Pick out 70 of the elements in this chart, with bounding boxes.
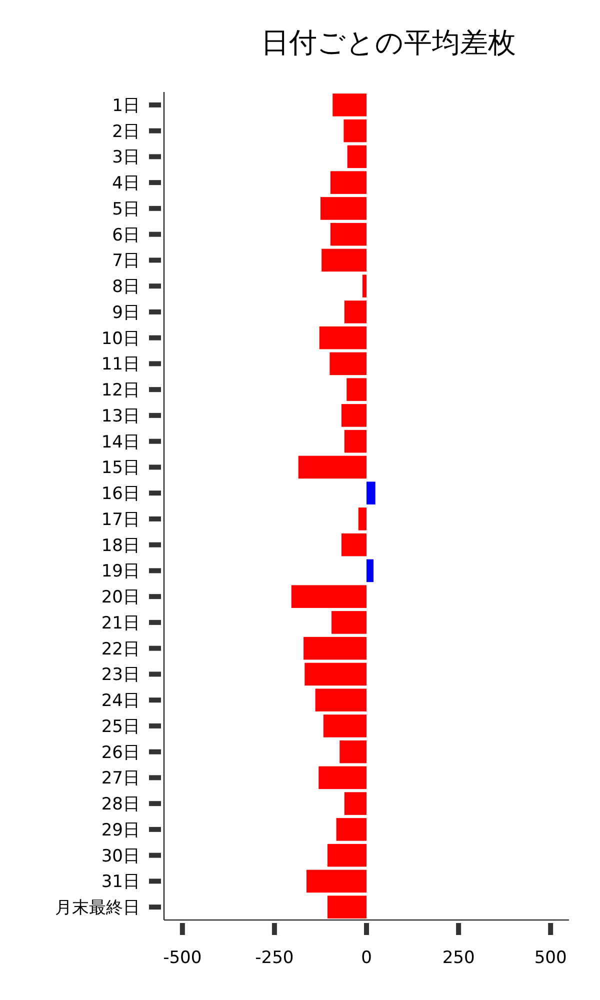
y-tick-label: 3日 [112, 148, 140, 168]
y-tick-label: 29日 [101, 820, 140, 840]
bar [340, 740, 366, 764]
y-tick-label: 12日 [101, 380, 140, 401]
y-tick-label: 27日 [101, 768, 140, 789]
bar [366, 559, 374, 582]
x-tick-label: -500 [163, 948, 202, 968]
y-tick-label: 10日 [101, 328, 140, 349]
bar [322, 248, 366, 272]
bar [330, 222, 366, 246]
chart-title: 日付ごとの平均差枚 [261, 26, 516, 59]
x-tick-label: -250 [255, 948, 294, 968]
y-tick-label: 6日 [112, 225, 140, 246]
bar [306, 870, 366, 893]
y-tick-label: 24日 [101, 691, 140, 712]
y-tick-label: 15日 [101, 458, 140, 478]
bar [319, 326, 366, 350]
bar [347, 145, 366, 168]
bar [358, 508, 366, 530]
bar [341, 533, 366, 556]
y-tick-label: 5日 [112, 199, 140, 220]
y-tick-label: 22日 [101, 639, 140, 660]
bar [344, 119, 366, 142]
bar [346, 378, 366, 401]
x-tick-label: 0 [361, 948, 372, 968]
y-tick-label: 18日 [101, 536, 140, 556]
bar [332, 94, 366, 116]
y-tick-label: 25日 [101, 716, 140, 737]
x-tick-label: 250 [442, 948, 475, 968]
y-tick-label: 11日 [101, 354, 140, 375]
bar [366, 482, 376, 504]
bar [304, 636, 366, 660]
y-tick-label: 16日 [101, 484, 140, 504]
y-tick-label: 8日 [112, 277, 140, 298]
y-tick-label: 30日 [101, 846, 140, 866]
y-tick-label: 26日 [101, 742, 140, 763]
y-tick-label: 9日 [112, 302, 140, 323]
y-tick-label: 2日 [112, 122, 140, 142]
y-tick-label: 20日 [101, 588, 140, 608]
bar [330, 352, 366, 376]
y-tick-label: 31日 [101, 872, 140, 892]
y-tick-label: 月末最終日 [55, 898, 140, 918]
y-tick-label: 13日 [101, 406, 140, 426]
bar [344, 430, 366, 453]
y-tick-label: 17日 [101, 510, 140, 530]
y-tick-label: 23日 [101, 665, 140, 686]
bar [298, 456, 366, 479]
bar [332, 611, 366, 634]
bar [291, 585, 366, 608]
y-tick-label: 1日 [112, 96, 140, 116]
bar [362, 274, 366, 298]
bar [341, 404, 366, 427]
bar [330, 171, 366, 194]
bar [323, 714, 366, 738]
bar [315, 688, 366, 712]
x-tick-label: 500 [534, 948, 567, 968]
bar [318, 766, 366, 790]
y-tick-label: 4日 [112, 174, 140, 194]
bar [344, 792, 366, 815]
y-tick-label: 7日 [112, 251, 140, 272]
bar [327, 844, 366, 867]
y-tick-label: 21日 [101, 613, 140, 634]
y-tick-label: 19日 [101, 562, 140, 582]
bar [344, 300, 366, 324]
bar [327, 896, 366, 918]
bar [304, 662, 366, 686]
y-tick-label: 28日 [101, 794, 140, 815]
bar [336, 818, 366, 841]
y-tick-label: 14日 [101, 432, 140, 452]
bar [320, 197, 366, 220]
